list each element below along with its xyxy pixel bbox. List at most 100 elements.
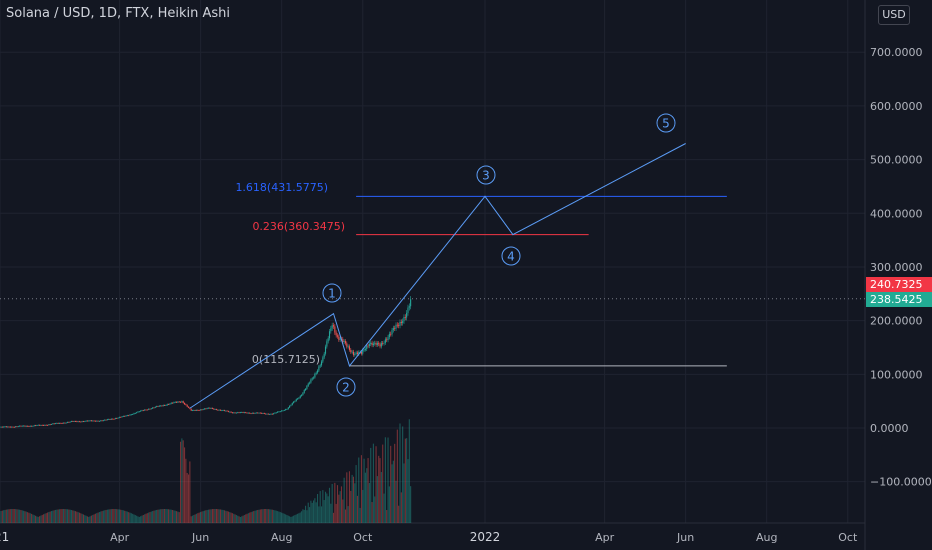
wave-label-circle[interactable] [501,246,521,266]
volume-bar [36,516,38,523]
x-tick-label: 2021 [0,530,9,544]
candle-body [267,413,269,415]
volume-bar [187,474,190,523]
volume-bar [105,509,107,523]
volume-bar [198,512,200,523]
candle-body [275,412,277,414]
volume-bar [231,513,233,523]
volume-bar [120,509,122,523]
candle-body [311,378,313,380]
volume-bar [86,516,88,523]
volume-bar [4,509,6,523]
volume-bar [241,516,243,523]
volume-bar [370,447,372,523]
candle-body [64,422,66,424]
volume-bar [234,514,236,523]
volume-bar [112,509,114,523]
elliott-wave-line[interactable] [189,143,686,409]
candle-body [303,390,305,393]
candle-body [229,411,231,413]
candle-body [281,410,283,412]
volume-bar [375,446,377,523]
candle-body [368,344,370,347]
candle-body [255,412,257,414]
candle-body [146,409,148,411]
candle-body [9,426,11,428]
candle-body [347,346,349,348]
candle-body [176,401,178,403]
volume-bar [293,515,295,523]
candle-body [13,426,15,428]
wave-label-circle[interactable] [476,165,496,185]
candle-body [352,351,354,355]
volume-bar [61,509,63,523]
candle-body [170,402,172,404]
volume-bar [271,509,273,523]
volume-bar [223,510,225,523]
x-tick-label: Jun [191,531,209,544]
volume-bar [41,514,43,523]
candle-body [132,414,134,415]
volume-bar [189,461,191,523]
volume-bar [156,509,158,523]
volume-bar [172,509,174,523]
volume-bar [13,509,15,523]
volume-bar [218,509,220,523]
candle-body [367,345,369,347]
y-tick-label: 100.0000 [870,368,923,381]
candle-body [310,379,312,383]
volume-bar [144,514,146,523]
volume-bar [306,510,308,523]
volume-bar [195,513,198,523]
symbol-title[interactable]: Solana / USD, 1D, FTX, Heikin Ashi [6,6,230,21]
volume-bar [194,514,196,523]
candle-body [355,352,357,354]
volume-bar [118,509,120,523]
volume-bar [359,507,361,523]
candle-body [344,341,347,344]
candle-body [154,406,156,408]
candle-body [237,412,239,414]
candle-body [326,341,328,347]
volume-bar [54,509,57,523]
volume-bar [207,509,210,523]
candle-body [47,425,49,426]
volume-bar [146,513,148,523]
volume-bar [0,511,2,523]
volume-bar [262,509,264,523]
volume-bar [230,512,232,523]
volume-bar [217,509,219,523]
wave-label-circle[interactable] [656,113,676,133]
volume-bar [64,509,66,523]
wave-label-circle[interactable] [322,283,342,303]
currency-button[interactable]: USD [878,5,910,25]
volume-bar [362,489,364,523]
volume-bar [190,516,192,523]
volume-bar [130,513,132,523]
wave-label-circle[interactable] [336,377,356,397]
candle-body [283,410,285,411]
candle-body [342,338,344,342]
candle-body [395,324,397,329]
volume-bar [392,460,394,523]
volume-bar [283,513,285,523]
candle-body [88,420,90,422]
wave-label-number: 2 [342,381,350,395]
candle-body [144,409,146,411]
volume-bar [408,419,410,523]
volume-bar [331,483,333,523]
volume-bar [97,512,99,523]
candle-body [363,349,365,351]
volume-bar [371,502,373,523]
volume-bar [52,510,54,523]
candle-body [194,410,196,412]
candle-body [195,409,198,411]
volume-bar [279,512,281,523]
volume-bar [326,493,328,523]
candle-body [173,402,175,404]
volume-bar [247,513,249,523]
volume-bar [332,512,335,523]
volume-bar [109,509,111,523]
